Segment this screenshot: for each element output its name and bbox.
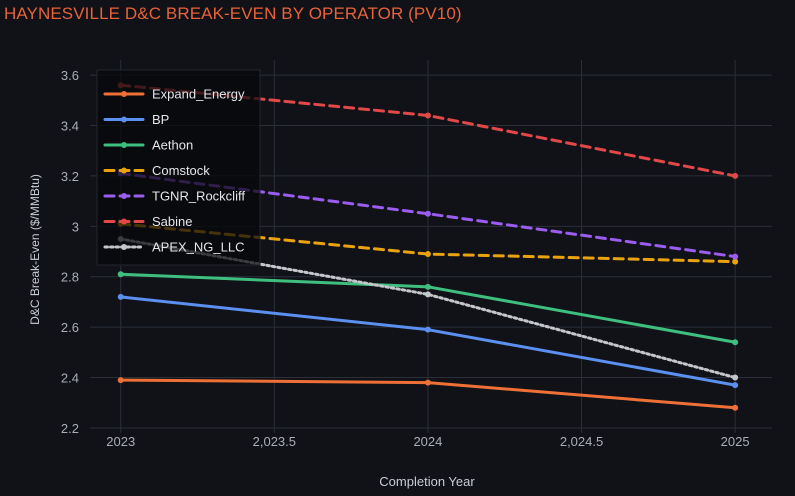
- legend-label-expand-energy: Expand_Energy: [152, 87, 245, 102]
- x-tick-label: 2025: [721, 434, 750, 449]
- legend-label-apex-ng-llc: APEX_NG_LLC: [152, 240, 245, 255]
- data-point-bp: [117, 293, 124, 300]
- legend-label-bp: BP: [152, 112, 169, 127]
- legend-marker-aethon: [121, 142, 127, 148]
- legend-label-sabine: Sabine: [152, 214, 192, 229]
- y-tick-label: 2.2: [61, 421, 79, 436]
- y-tick-label: 2.4: [61, 371, 79, 386]
- data-point-expand-energy: [732, 404, 739, 411]
- legend-box: [96, 69, 261, 266]
- data-point-sabine: [732, 172, 739, 179]
- legend: Expand_Energy BP Aethon Comstock TGNR_Rockcl…: [96, 69, 261, 266]
- data-point-comstock: [732, 258, 739, 265]
- y-tick-label: 3.2: [61, 169, 79, 184]
- x-tick-label: 2,024.5: [560, 434, 603, 449]
- data-point-apex-ng-llc: [732, 374, 739, 381]
- y-tick-label: 3.6: [61, 68, 79, 83]
- x-axis-title: Completion Year: [379, 474, 475, 489]
- data-point-aethon: [732, 339, 739, 346]
- chart-title: HAYNESVILLE D&C BREAK-EVEN BY OPERATOR (…: [4, 4, 462, 23]
- legend-marker-apex-ng-llc: [121, 244, 127, 250]
- data-point-expand-energy: [117, 377, 124, 384]
- data-point-aethon: [117, 271, 124, 278]
- data-point-comstock: [424, 251, 431, 258]
- data-point-tgnr-rockcliff: [424, 210, 431, 217]
- legend-marker-expand-energy: [121, 91, 127, 97]
- legend-marker-bp: [121, 116, 127, 123]
- data-point-sabine: [424, 112, 431, 119]
- data-point-bp: [424, 326, 431, 333]
- legend-marker-sabine: [121, 218, 127, 225]
- legend-label-tgnr-rockcliff: TGNR_Rockcliff: [152, 189, 245, 204]
- y-tick-label: 2.8: [61, 270, 79, 285]
- x-tick-label: 2023: [106, 434, 135, 449]
- legend-label-aethon: Aethon: [152, 138, 193, 153]
- legend-label-comstock: Comstock: [152, 163, 210, 178]
- legend-marker-tgnr-rockcliff: [121, 193, 127, 199]
- legend-marker-comstock: [121, 167, 127, 174]
- data-point-apex-ng-llc: [424, 291, 431, 298]
- y-tick-label: 3: [72, 219, 79, 234]
- data-point-tgnr-rockcliff: [732, 253, 739, 260]
- data-point-aethon: [424, 283, 431, 290]
- x-tick-label: 2024: [413, 434, 442, 449]
- y-tick-label: 3.4: [61, 119, 79, 134]
- y-axis-title: D&C Break-Even ($/MMBtu): [28, 174, 42, 325]
- data-point-expand-energy: [424, 379, 431, 386]
- y-tick-label: 2.6: [61, 320, 79, 335]
- x-tick-label: 2,023.5: [253, 434, 296, 449]
- data-point-bp: [732, 382, 739, 389]
